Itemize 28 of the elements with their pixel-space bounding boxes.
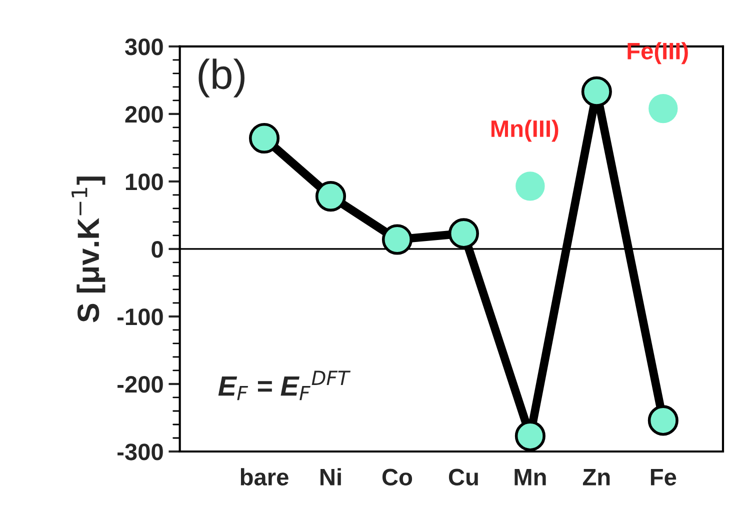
- y-axis-title: S [μv.K$^{−1}$]: [72, 176, 106, 322]
- series-label: Mn(III): [491, 120, 558, 142]
- y-tick-label: 200: [125, 106, 163, 123]
- y-tick-label: -200: [118, 376, 163, 393]
- x-tick-label: Ni: [320, 468, 341, 486]
- x-tick-label: Fe: [650, 469, 676, 486]
- y-tick-label: -100: [118, 308, 163, 326]
- x-tick-label: Mn: [514, 469, 546, 486]
- point: [514, 420, 546, 452]
- series-label: Fe(III): [628, 42, 688, 64]
- x-tick-label: Co: [382, 468, 412, 486]
- x-tick-label: bare: [240, 468, 288, 486]
- y-tick-label: 300: [125, 38, 163, 56]
- y-tick-label: 100: [126, 174, 163, 190]
- point: [248, 122, 280, 154]
- point: [516, 172, 545, 201]
- point: [648, 405, 678, 436]
- y-tick-label: -300: [118, 444, 163, 460]
- y-tick-label: 0: [152, 241, 163, 258]
- x-tick-label: Cu: [448, 468, 478, 486]
- annotation: E$_{F}$ = E$_{F}$$^{DFT}$: [218, 370, 351, 400]
- x-tick-label: Zn: [582, 469, 610, 486]
- point: [581, 76, 612, 107]
- annotation: (b): [198, 58, 244, 98]
- point: [648, 94, 678, 124]
- point: [448, 218, 479, 249]
- point: [382, 224, 413, 255]
- point: [315, 181, 346, 212]
